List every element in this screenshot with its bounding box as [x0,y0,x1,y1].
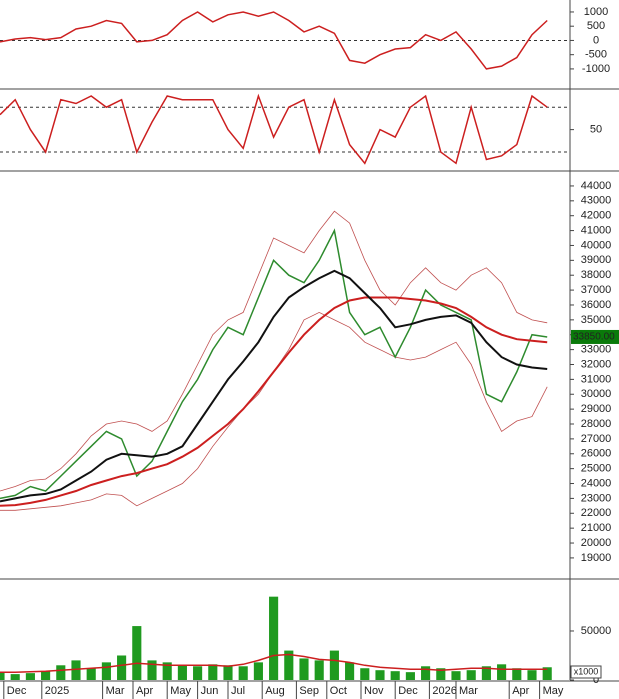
y-tick-label: 22000 [581,507,612,519]
price-marker-label: 33850.00 [573,332,615,343]
volume-bar [345,662,355,680]
x-tick-label: Jul [231,685,245,697]
series-line [0,653,548,673]
volume-bar [481,666,491,680]
volume-bar [314,660,324,680]
series-line [0,296,548,507]
volume-bar [132,626,142,680]
y-tick-label: 29000 [581,403,612,415]
x-tick-label: Dec [7,685,27,697]
y-tick-label: 43000 [581,195,612,207]
y-tick-label: 32000 [581,358,612,370]
y-tick-label: 28000 [581,418,612,430]
y-tick-label: 39000 [581,254,612,266]
volume-bar [390,671,400,680]
price-marker [571,329,619,344]
volume-bar [405,672,415,680]
y-tick-label: -1000 [582,63,610,75]
x-tick-label: Apr [136,685,153,697]
volume-bar [117,655,127,680]
volume-bar [375,670,385,680]
unit-box [570,665,602,679]
y-tick-label: 33000 [581,344,612,356]
volume-bar [25,673,35,680]
x-tick-label: 2025 [45,685,69,697]
x-tick-label: Apr [512,685,529,697]
volume-bar [71,660,81,680]
y-tick-label: 26000 [581,448,612,460]
y-tick-label: 38000 [581,269,612,281]
y-tick-label: 44000 [581,180,612,192]
y-tick-label: -500 [585,49,607,61]
volume-bar [512,668,522,680]
volume-bar [208,664,218,680]
y-tick-label: 0 [593,674,599,686]
y-tick-label: 25000 [581,463,612,475]
volume-bar [284,650,294,680]
x-tick-label: Aug [265,685,285,697]
y-tick-label: 23000 [581,492,612,504]
volume-bar [542,667,552,680]
volume-bar [56,665,66,680]
y-tick-label: 1000 [584,6,608,18]
x-tick-label: Dec [398,685,418,697]
x-tick-label: Nov [364,685,384,697]
y-tick-label: 41000 [581,224,612,236]
x-tick-label: 2026 [432,685,456,697]
y-tick-label: 19000 [581,552,612,564]
x-tick-label: Sep [299,685,319,697]
series-line [0,269,548,503]
volume-bar [238,666,248,680]
volume-bar [193,666,203,680]
volume-bar [421,666,431,680]
volume-bar [253,662,263,680]
series-line [0,210,548,492]
y-tick-label: 24000 [581,477,612,489]
volume-bar [299,658,309,680]
volume-bar [497,664,507,680]
volume-bar [329,650,339,680]
volume-bar [527,670,537,680]
series-line [0,11,548,70]
x-tick-label: May [170,685,191,697]
volume-bar [223,665,233,680]
series-line [0,228,548,500]
volume-bar [86,668,96,680]
volume-bar [177,665,187,680]
y-tick-label: 36000 [581,299,612,311]
volume-bar [0,672,5,680]
x-tick-label: Mar [106,685,125,697]
y-tick-label: 20000 [581,537,612,549]
y-tick-label: 40000 [581,239,612,251]
volume-bar [466,670,476,680]
volume-bar [101,662,111,680]
volume-bar [269,596,279,680]
series-line [0,93,548,165]
y-tick-label: 35000 [581,314,612,326]
volume-bar [436,668,446,680]
y-tick-label: 30000 [581,388,612,400]
y-tick-label: 31000 [581,373,612,385]
y-tick-label: 37000 [581,284,612,296]
unit-label: x1000 [574,666,599,676]
x-tick-label: May [543,685,564,697]
y-tick-label: 42000 [581,210,612,222]
y-tick-label: 21000 [581,522,612,534]
volume-bar [451,671,461,680]
volume-bar [10,674,20,680]
y-tick-label: 50 [590,124,602,136]
volume-bar [360,668,370,680]
y-tick-label: 0 [593,34,599,46]
volume-bar [162,662,172,680]
volume-bar [41,671,51,680]
y-tick-label: 50000 [581,625,612,637]
x-tick-label: Mar [459,685,478,697]
x-tick-label: Oct [330,685,347,697]
y-tick-label: 27000 [581,433,612,445]
y-tick-label: 500 [587,20,605,32]
volume-bar [147,660,157,680]
x-tick-label: Jun [201,685,219,697]
